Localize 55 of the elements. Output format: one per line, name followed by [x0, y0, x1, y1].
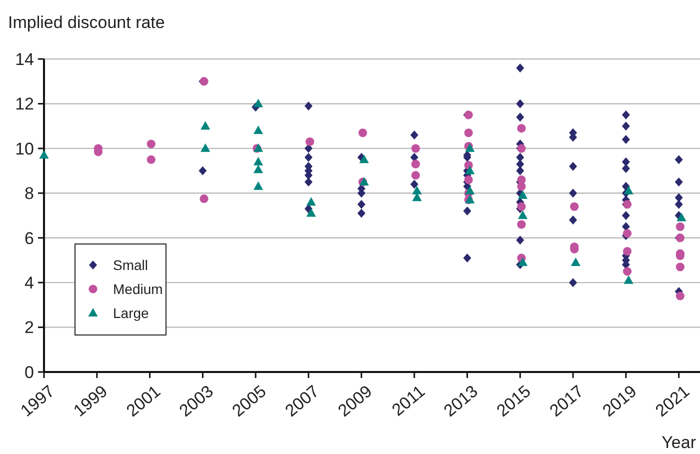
point	[146, 155, 156, 164]
point	[465, 166, 475, 174]
point	[465, 186, 475, 194]
point	[200, 121, 210, 130]
point	[624, 186, 634, 194]
point	[517, 202, 526, 211]
point	[358, 128, 368, 138]
y-tick-label: 8	[24, 184, 34, 204]
point	[306, 197, 316, 206]
y-tick-label: 10	[15, 139, 34, 158]
point	[676, 212, 686, 222]
legend-label: Large	[113, 304, 150, 321]
point	[359, 154, 369, 164]
y-tick-label: 2	[24, 318, 34, 338]
point	[622, 267, 632, 276]
point	[253, 98, 264, 108]
point	[464, 128, 473, 138]
y-tick-label: 12	[15, 94, 34, 114]
point	[253, 156, 264, 166]
point	[412, 192, 422, 202]
point	[253, 181, 264, 190]
point	[570, 257, 580, 266]
point	[306, 208, 316, 217]
point	[518, 257, 528, 266]
point	[676, 292, 684, 300]
point	[676, 222, 684, 231]
point	[517, 220, 526, 229]
point	[624, 275, 634, 284]
point	[622, 246, 632, 256]
legend-label: Small	[113, 256, 148, 273]
point	[517, 124, 526, 133]
point	[570, 202, 579, 211]
point	[200, 143, 210, 152]
y-tick-label: 0	[24, 362, 34, 382]
point	[517, 182, 526, 191]
point	[306, 137, 314, 146]
point	[411, 160, 420, 168]
point	[518, 190, 528, 199]
point	[200, 194, 208, 204]
y-tick-label: 6	[24, 228, 34, 248]
y-axis-title: Implied discount rate	[8, 13, 165, 32]
point	[253, 126, 264, 134]
point	[518, 210, 528, 219]
point	[39, 150, 49, 159]
point	[622, 229, 632, 238]
point	[253, 164, 264, 174]
point	[412, 186, 422, 194]
y-tick-label: 14	[15, 50, 34, 69]
point	[146, 140, 156, 148]
legend-label: Medium	[113, 280, 163, 297]
point	[411, 144, 420, 153]
x-axis-title: Year	[662, 433, 696, 452]
y-tick-label: 4	[24, 274, 34, 293]
point	[411, 170, 420, 180]
point	[676, 262, 684, 272]
